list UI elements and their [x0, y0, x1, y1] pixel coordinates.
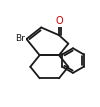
Text: Br: Br: [15, 34, 25, 43]
Text: O: O: [55, 16, 63, 26]
